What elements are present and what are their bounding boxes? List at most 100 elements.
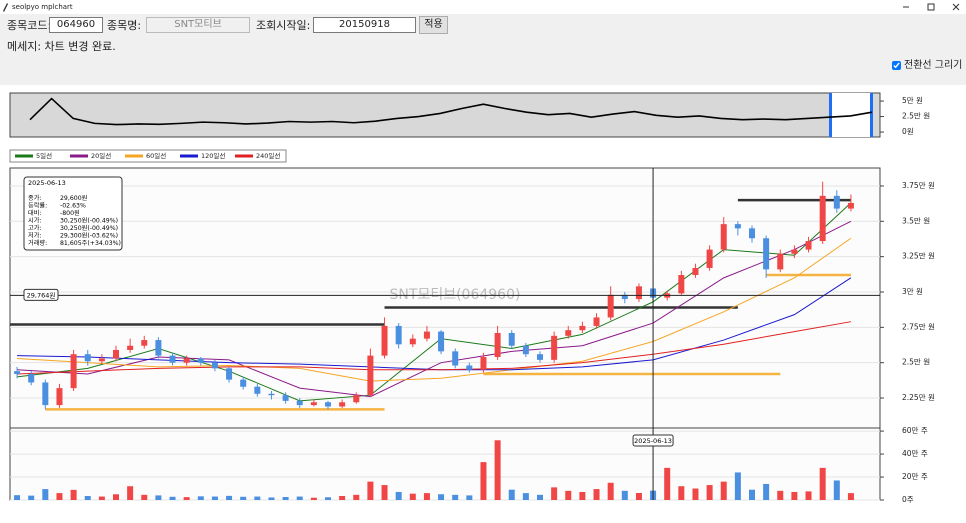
candle-body [749, 228, 755, 239]
code-label: 종목코드: [7, 19, 52, 32]
info-key: 종가: [28, 194, 41, 202]
volume-bar [635, 493, 642, 500]
legend-label: 120일선 [201, 151, 225, 160]
candle-body [819, 195, 826, 242]
volume-bar [28, 495, 35, 500]
candle-body [678, 275, 685, 294]
info-key: 고가: [28, 224, 41, 232]
y-tick-label: 2.5만 원 [902, 358, 930, 367]
candle-body [579, 325, 586, 331]
volume-bar [734, 472, 741, 500]
volume-bar [480, 462, 487, 500]
candle-body [42, 382, 49, 406]
checkbox-row[interactable]: 전환선 그리기 [892, 56, 962, 71]
volume-tick-label: 0주 [902, 495, 914, 504]
candle-body [211, 362, 218, 369]
apply-button[interactable]: 적용 [419, 16, 448, 34]
overview-handle[interactable] [870, 93, 873, 137]
candle-body [353, 395, 360, 403]
info-key: 저가: [28, 232, 41, 240]
y-tick-label: 3.5만 원 [902, 216, 930, 225]
volume-bar [537, 494, 543, 500]
volume-bar [282, 497, 289, 500]
volume-bar [452, 494, 459, 500]
volume-bar [409, 493, 416, 500]
volume-tick-label: 60만 주 [902, 426, 928, 435]
close-button[interactable] [952, 3, 960, 11]
overview-tick-label: 0원 [902, 127, 914, 136]
candle-body [226, 368, 233, 380]
overview-plot [9, 92, 881, 138]
volume-bar [551, 487, 558, 500]
volume-tick-label: 40만 주 [902, 449, 928, 458]
maximize-button[interactable] [927, 3, 935, 11]
overview-handle[interactable] [829, 93, 832, 137]
candle-body [777, 253, 784, 270]
volume-bar [98, 496, 105, 500]
candle-body [734, 224, 741, 229]
candle-body [367, 355, 374, 396]
volume-bar [438, 494, 445, 500]
candle-body [296, 400, 303, 406]
candle-body [692, 267, 699, 276]
volume-bar [763, 483, 770, 500]
candle-body [791, 249, 798, 254]
volume-bar [240, 496, 247, 500]
volume-bar [664, 467, 671, 500]
candle-body [438, 331, 445, 352]
volume-bar [42, 489, 49, 500]
overview-line [29, 97, 873, 126]
info-value: 30,250원(-00.49%) [60, 217, 118, 225]
info-date: 2025-06-13 [28, 179, 66, 187]
crosshair-price-label: 29,764원 [27, 290, 56, 299]
candle-body [381, 325, 388, 356]
volume-bar [353, 494, 360, 500]
candle-body [155, 340, 162, 356]
volume-bar [310, 497, 317, 500]
candle-body [141, 340, 148, 346]
volume-bar [692, 488, 699, 500]
volume-bar [720, 481, 727, 500]
candle-body [551, 335, 558, 360]
volume-bar [819, 467, 826, 500]
checkbox-label: 전환선 그리기 [904, 60, 963, 71]
candle-body [593, 317, 600, 326]
candle-body [452, 351, 459, 366]
volume-bar [127, 486, 134, 500]
volume-bar [423, 493, 430, 500]
volume-bar [579, 491, 586, 500]
code-input[interactable]: 064960 [49, 17, 103, 33]
candle-body [621, 294, 628, 300]
y-tick-label: 3.25만 원 [902, 252, 935, 261]
crosshair-date-label: 2025-06-13 [634, 437, 672, 445]
checkbox[interactable] [892, 60, 901, 70]
candle-body [565, 330, 572, 336]
volume-bar [339, 495, 346, 500]
overview-selection[interactable] [830, 93, 872, 137]
volume-bar [466, 495, 473, 500]
legend-label: 5일선 [36, 151, 52, 160]
name-label: 종목명: [107, 19, 142, 32]
name-input: SNT모티브 [146, 17, 250, 33]
volume-bar [494, 440, 501, 500]
volume-bar [522, 493, 529, 500]
info-key: 시가: [28, 217, 41, 225]
candle-body [56, 388, 63, 406]
volume-bar [155, 495, 162, 500]
volume-bar [70, 489, 77, 500]
volume-bar [833, 480, 840, 500]
volume-bar [381, 485, 388, 500]
candle-body [84, 354, 91, 362]
start-input[interactable]: 20150918 [313, 17, 416, 33]
candle-body [635, 286, 642, 300]
info-box [23, 176, 123, 251]
title-bar [0, 0, 966, 14]
candle-body [113, 349, 119, 359]
volume-bar [777, 490, 784, 500]
main-plot [9, 167, 881, 501]
candle-body [706, 249, 713, 268]
candle-body [28, 373, 35, 383]
volume-bar [84, 495, 91, 500]
